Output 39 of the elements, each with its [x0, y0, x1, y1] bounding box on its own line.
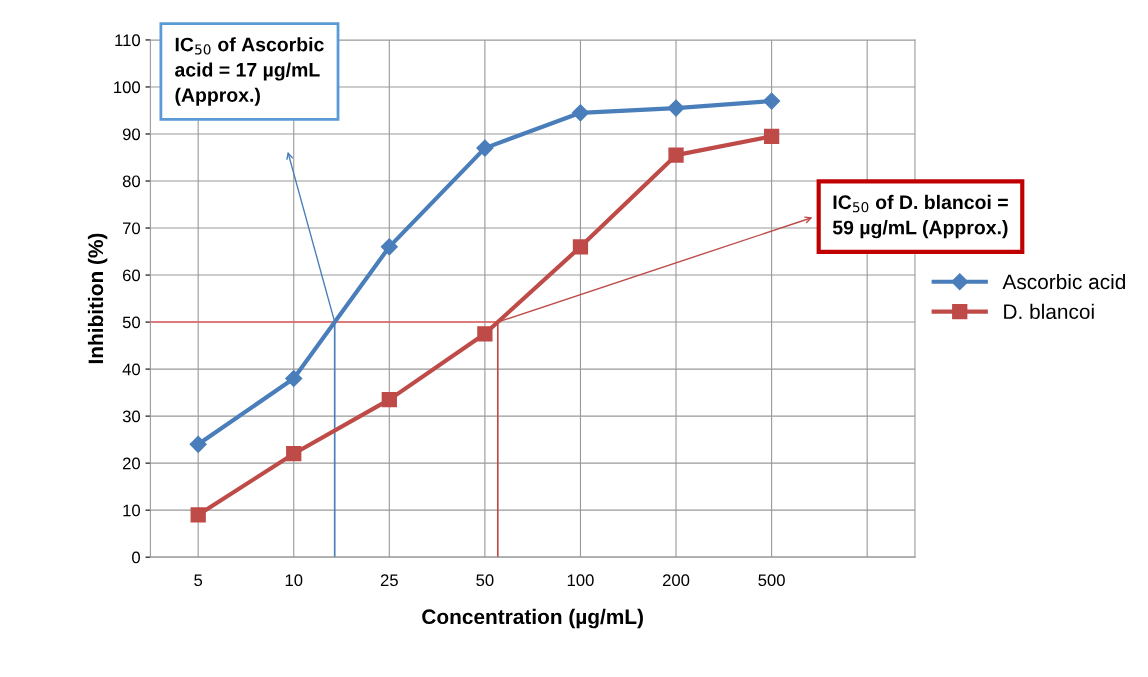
point	[286, 446, 302, 462]
x-tick-label: 10	[285, 574, 303, 587]
annotation: IC$_{50}$ of D. blancoi = 59 µg/mL (Approx.)	[832, 194, 1008, 239]
x-tick-label: 5	[194, 574, 203, 587]
y-tick-label: 50	[122, 316, 141, 329]
y-tick-label: 70	[122, 222, 141, 235]
point	[189, 435, 207, 453]
x-tick-label: 200	[662, 574, 690, 587]
x-tick-label: 100	[567, 574, 594, 587]
annotation: IC$_{50}$ of Ascorbic acid = 17 µg/mL (Approx.)	[175, 37, 324, 106]
legend-label: D. blancoi	[1004, 303, 1094, 320]
legend-label: Ascorbic acid	[1002, 273, 1125, 290]
point	[477, 326, 493, 342]
y-tick-label: 60	[122, 269, 141, 282]
x-tick-label: 50	[476, 574, 494, 587]
point	[285, 369, 303, 388]
x-tick-label: 500	[758, 574, 785, 587]
point	[476, 139, 494, 157]
y-tick-label: 80	[122, 175, 141, 188]
point	[381, 392, 397, 408]
point	[380, 238, 398, 256]
point	[763, 92, 781, 110]
point	[668, 147, 684, 163]
y-tick-label: 20	[122, 457, 141, 470]
point	[667, 99, 685, 117]
y-tick-label: 110	[115, 34, 141, 47]
y-tick-label: 10	[123, 504, 141, 517]
x-tick-label: 25	[380, 574, 398, 587]
x-axis-title: Concentration (µg/mL)	[422, 608, 643, 629]
y-tick-label: 90	[122, 128, 141, 141]
point	[572, 239, 589, 255]
y-tick-label: 40	[122, 363, 141, 376]
point	[190, 507, 206, 523]
y-tick-label: 100	[114, 81, 141, 94]
y-axis-title: Inhibition (%)	[87, 233, 108, 364]
y-tick-label: 0	[132, 551, 141, 564]
point	[571, 104, 590, 122]
point	[763, 128, 780, 144]
y-tick-label: 30	[122, 410, 141, 423]
